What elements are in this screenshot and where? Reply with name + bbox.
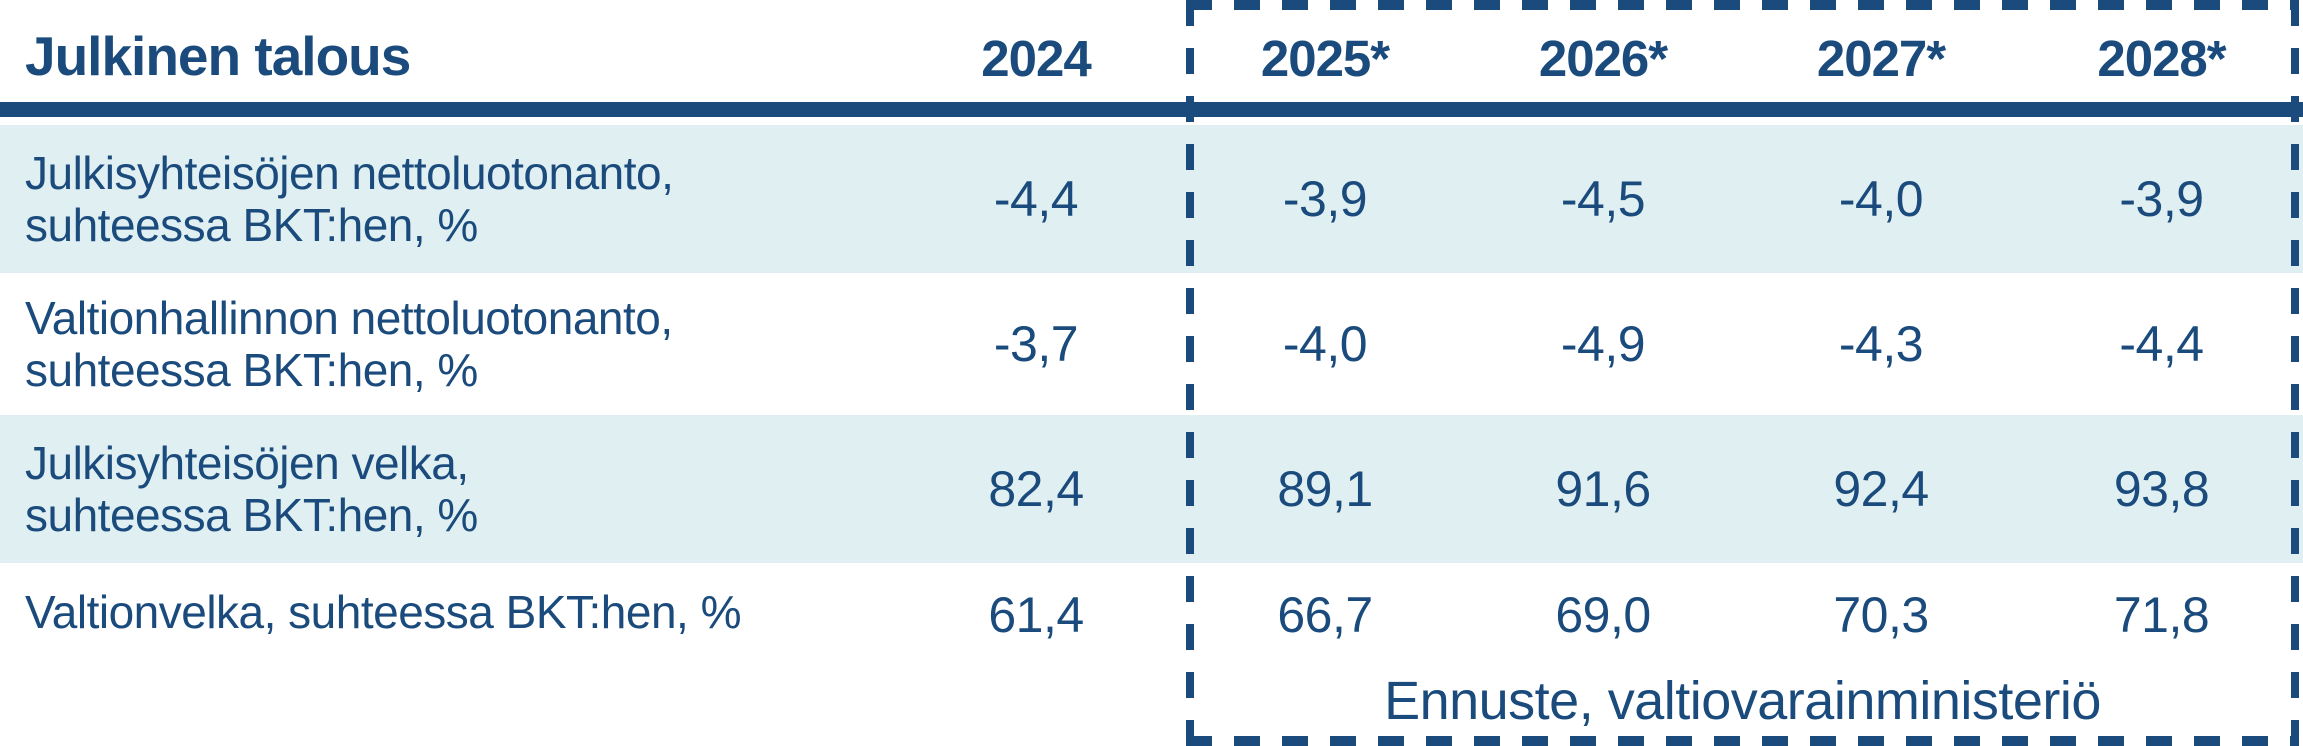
table-cell: 93,8 <box>2113 461 2210 517</box>
row-label: Julkisyhteisöjen velka, suhteessa BKT:he… <box>25 436 478 541</box>
table-cell: -4,5 <box>1560 171 1646 227</box>
table-row-central-government-net-lending: Valtionhallinnon nettoluotonanto, suhtee… <box>0 273 2303 415</box>
table-header-row: Julkinen talous 2024 2025* 2026* 2027* 2… <box>0 0 2303 102</box>
table-cell: 91,6 <box>1555 461 1651 517</box>
column-header-2027: 2027* <box>1816 30 1946 87</box>
table-cell: 89,1 <box>1277 461 1373 517</box>
table-cell: 71,8 <box>2113 587 2210 643</box>
table-cell: -3,9 <box>1282 171 1368 227</box>
row-label: Julkisyhteisöjen nettoluotonanto, suhtee… <box>25 146 674 251</box>
table-cell: -3,9 <box>2119 171 2204 227</box>
row-label: Valtionhallinnon nettoluotonanto, suhtee… <box>25 291 673 396</box>
table-cell: 82,4 <box>988 461 1084 517</box>
table-cell: -4,0 <box>1282 316 1368 372</box>
table-row-central-government-debt: Valtionvelka, suhteessa BKT:hen, % 61,4 … <box>0 563 2303 746</box>
table-row-general-government-net-lending: Julkisyhteisöjen nettoluotonanto, suhtee… <box>0 125 2303 273</box>
table-row-general-government-debt: Julkisyhteisöjen velka, suhteessa BKT:he… <box>0 415 2303 563</box>
table-cell: -3,7 <box>993 316 1079 372</box>
row-label: Valtionvelka, suhteessa BKT:hen, % <box>25 586 742 638</box>
header-divider <box>0 102 2303 117</box>
table-cell: -4,4 <box>993 171 1079 227</box>
column-header-2026: 2026* <box>1538 30 1668 87</box>
page-title: Julkinen talous <box>25 25 411 87</box>
table-cell: -4,3 <box>1838 316 1924 372</box>
column-header-2028: 2028* <box>2097 30 2226 87</box>
table-cell: 66,7 <box>1277 587 1373 643</box>
column-header-2024: 2024 <box>981 30 1091 87</box>
table-cell: 61,4 <box>988 587 1084 643</box>
table-cell: 69,0 <box>1555 587 1651 643</box>
table-cell: 70,3 <box>1833 587 1929 643</box>
table-cell: 92,4 <box>1833 461 1929 517</box>
table-cell: -4,4 <box>2119 316 2204 372</box>
table-cell: -4,9 <box>1560 316 1646 372</box>
column-header-2025: 2025* <box>1260 30 1390 87</box>
table-cell: -4,0 <box>1838 171 1924 227</box>
